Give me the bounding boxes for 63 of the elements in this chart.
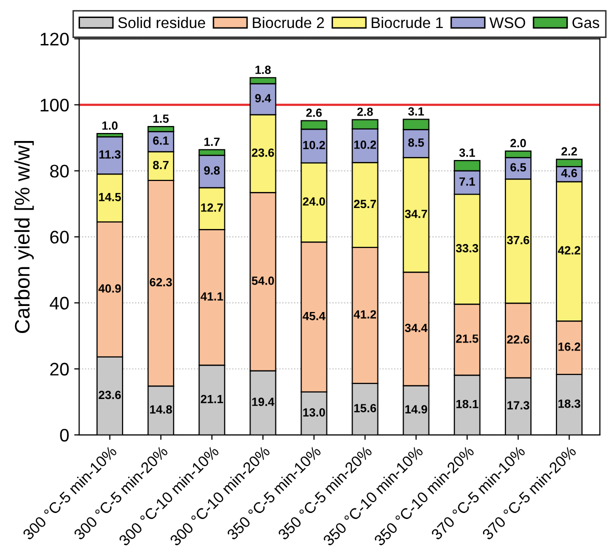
data-label: 2.0 [510, 138, 526, 148]
data-label: 41.1 [200, 292, 224, 300]
data-label: 23.6 [252, 148, 274, 157]
data-label: 10.2 [303, 140, 326, 150]
data-label: 62.3 [150, 278, 172, 286]
data-label: 3.1 [459, 148, 476, 157]
data-label: 37.6 [506, 236, 530, 244]
data-label: 14.9 [405, 405, 428, 414]
data-label: 1.5 [153, 114, 169, 123]
data-label: 40.9 [98, 284, 121, 293]
y-tick-label: 120 [40, 32, 69, 46]
data-label: 16.2 [558, 342, 580, 351]
data-label: 54.0 [252, 276, 274, 285]
data-label: 25.7 [354, 200, 376, 208]
data-label: 9.8 [204, 166, 220, 175]
data-label: 11.3 [99, 150, 121, 159]
data-label: 22.6 [507, 335, 530, 344]
y-tick-label: 80 [50, 164, 69, 178]
y-tick-label: 60 [50, 230, 69, 244]
legend-label: WSO [489, 17, 526, 28]
legend-label: Biocrude 1 [372, 16, 443, 28]
data-label: 2.2 [561, 147, 577, 156]
data-label: 18.3 [558, 399, 580, 408]
data-label: 23.6 [98, 390, 121, 400]
data-label: 17.3 [507, 401, 530, 410]
data-label: 7.1 [459, 177, 476, 186]
data-label: 34.7 [404, 210, 428, 218]
data-label: 13.0 [303, 408, 325, 417]
data-label: 8.7 [153, 160, 169, 170]
data-label: 15.6 [354, 404, 376, 412]
data-label: 2.8 [357, 108, 373, 116]
data-label: 10.2 [354, 140, 376, 149]
data-label: 2.6 [306, 108, 322, 117]
data-label: 1.7 [204, 138, 220, 146]
legend-label: Solid residue [118, 16, 206, 28]
data-label: 24.0 [302, 197, 325, 206]
data-label: 19.4 [252, 398, 274, 406]
data-label: 45.4 [302, 312, 326, 320]
y-tick-label: 100 [40, 98, 69, 112]
y-tick-label: 20 [50, 362, 69, 376]
data-label: 1.8 [255, 66, 271, 74]
data-label: 42.2 [558, 246, 580, 254]
data-label: 3.1 [408, 107, 424, 116]
data-label: 33.3 [456, 244, 478, 252]
data-label: 21.5 [456, 334, 478, 343]
data-label: 14.8 [150, 405, 172, 414]
y-axis-title: Carbon yield [% w/w] [14, 141, 34, 334]
y-tick-label: 40 [50, 296, 69, 310]
data-label: 6.1 [153, 136, 169, 145]
legend-label: Gas [572, 17, 600, 28]
legend-label: Biocrude 2 [252, 16, 324, 28]
data-label: 1.0 [102, 121, 118, 130]
data-label: 21.1 [200, 394, 224, 404]
data-label: 4.6 [561, 168, 578, 178]
data-label: 6.5 [510, 163, 526, 172]
y-tick-label: 0 [60, 428, 69, 442]
data-label: 18.1 [456, 400, 478, 408]
data-label: 9.4 [255, 94, 272, 102]
data-label: 12.7 [201, 203, 223, 212]
data-label: 34.4 [404, 324, 428, 332]
data-label: 41.2 [354, 310, 376, 318]
data-label: 14.5 [99, 192, 121, 202]
data-label: 8.5 [408, 138, 424, 147]
